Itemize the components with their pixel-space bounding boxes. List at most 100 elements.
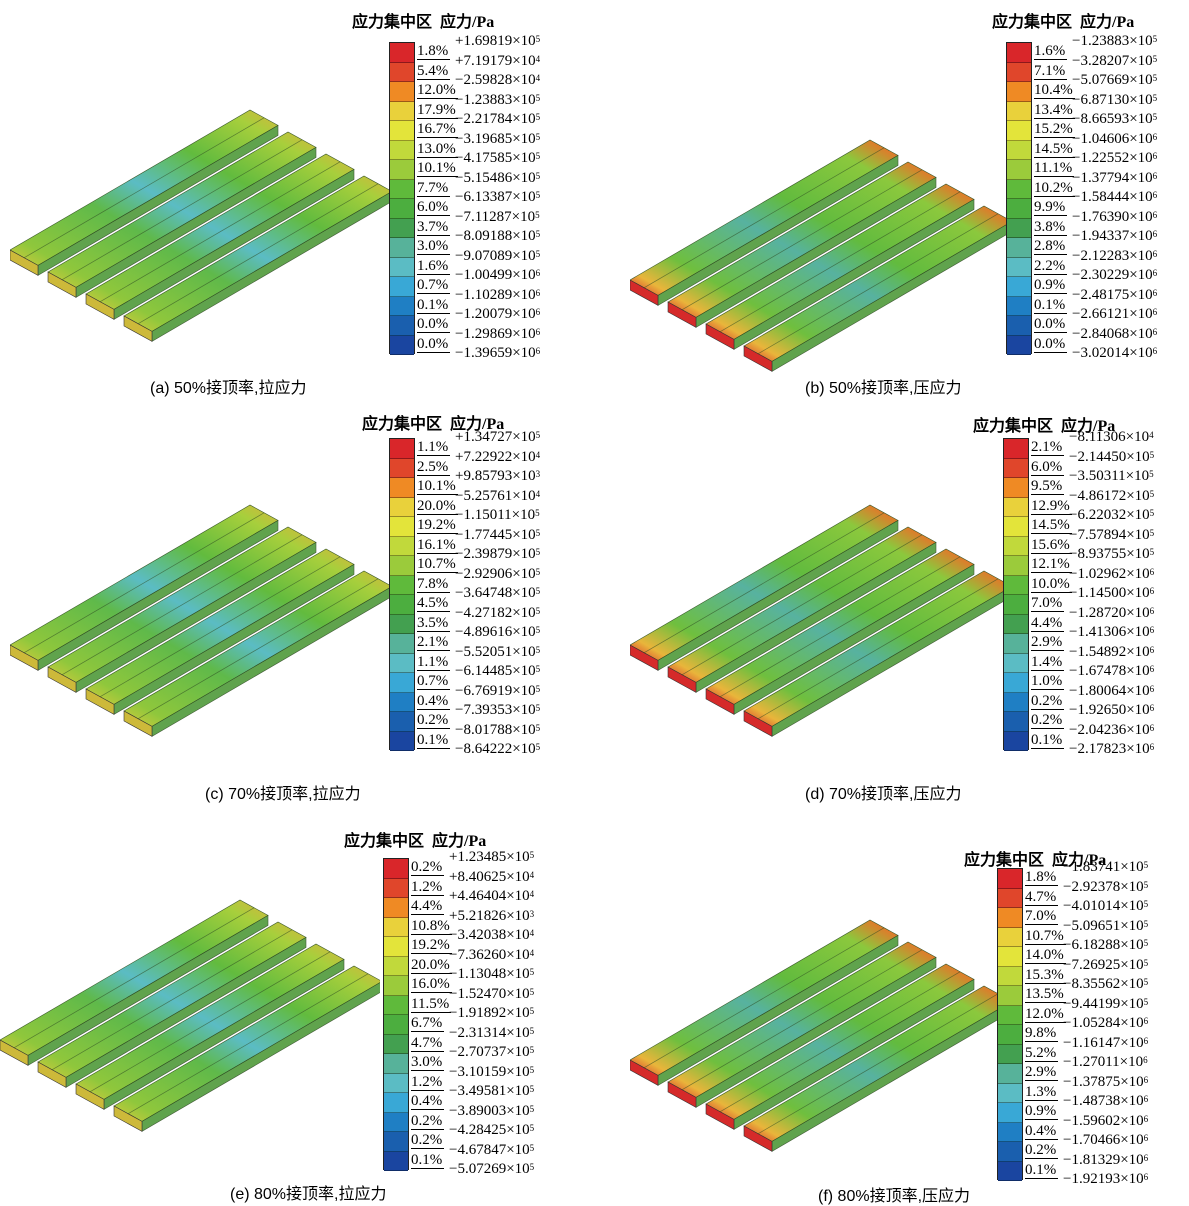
- legend-percent: 1.4%: [1031, 653, 1065, 671]
- legend-stress-value: −1.05284×106: [1063, 1015, 1149, 1031]
- legend-swatches: [389, 42, 415, 355]
- beam-2: [667, 526, 937, 693]
- legend-swatch: [998, 1064, 1022, 1084]
- legend-swatch: [384, 1015, 408, 1035]
- legend-stress-value: −6.14485×105: [455, 663, 541, 679]
- legend-stress-value: −4.67847×105: [449, 1141, 535, 1158]
- legend-swatch: [1004, 478, 1028, 498]
- legend-swatch: [1007, 218, 1031, 238]
- legend-stress-value: −2.66121×106: [1072, 306, 1158, 322]
- legend-stress-value: −1.67478×106: [1069, 663, 1155, 679]
- legend-stress-value: −7.26925×105: [1063, 956, 1149, 973]
- legend-percent: 1.8%: [417, 43, 451, 60]
- legend-stress-value: −5.07269×105: [449, 1161, 535, 1177]
- legend-percent: 0.1%: [1025, 1161, 1059, 1179]
- legend-swatch: [390, 160, 414, 180]
- legend-percent: 19.2%: [411, 937, 452, 954]
- legend-stress-value: +1.69819×105: [455, 33, 541, 49]
- legend-swatch: [390, 692, 414, 712]
- legend-percent: 10.2%: [1034, 179, 1075, 197]
- legend-stress-value: −2.31314×105: [449, 1024, 535, 1041]
- legend-swatch: [384, 1151, 408, 1171]
- legend-stress-value: −3.49581×105: [449, 1083, 535, 1099]
- legend-swatch: [384, 859, 408, 879]
- legend-stress-value: −1.83741×105: [1063, 859, 1149, 875]
- legend-swatch: [384, 898, 408, 918]
- legend-swatch: [384, 917, 408, 937]
- legend-stress-value: −1.16147×106: [1063, 1034, 1149, 1051]
- legend-swatch: [390, 179, 414, 199]
- legend-stress-value: −3.28207×105: [1072, 52, 1158, 69]
- legend-percent: 14.5%: [1031, 517, 1072, 534]
- legend-percent: 5.4%: [417, 62, 451, 80]
- legend-stress-value: −3.19685×105: [455, 130, 541, 147]
- legend-percent: 0.4%: [1025, 1122, 1059, 1140]
- legend-stress-value: −4.17585×105: [455, 150, 541, 166]
- legend-percent: 0.1%: [1031, 731, 1065, 749]
- legend-percent: 6.0%: [1031, 458, 1065, 476]
- legend-stress-value: −1.14500×106: [1069, 585, 1155, 601]
- legend-swatch: [1004, 517, 1028, 537]
- legend-stress-value: −7.57894×105: [1069, 526, 1155, 543]
- legend-swatch: [384, 1112, 408, 1132]
- legend-percent: 1.6%: [417, 257, 451, 275]
- legend-swatch: [1007, 179, 1031, 199]
- legend-stress-value: −2.70737×105: [449, 1044, 535, 1060]
- legend-swatch: [384, 878, 408, 898]
- legend-stress-value: −3.89003×105: [449, 1102, 535, 1119]
- legend-stress-value: −1.91892×105: [449, 1005, 535, 1021]
- legend-stress-value: −1.13048×105: [449, 966, 535, 982]
- beam-3: [85, 153, 355, 320]
- legend-stress-value: +5.21826×103: [449, 907, 535, 924]
- legend-stress-value: −3.42038×104: [449, 927, 535, 943]
- legend-stress-value: −2.04236×106: [1069, 721, 1155, 738]
- legend-stress-value: −1.20079×106: [455, 306, 541, 322]
- legend-percent: 0.2%: [1031, 712, 1065, 729]
- legend-swatch: [390, 199, 414, 219]
- beam-2: [667, 941, 937, 1108]
- beam-contour-model: [0, 899, 380, 1132]
- beam-1: [10, 504, 279, 671]
- legend-swatch: [1007, 277, 1031, 297]
- legend-stress-value: −4.89616×105: [455, 624, 541, 640]
- legend-swatch: [998, 1044, 1022, 1064]
- legend-swatch: [390, 575, 414, 595]
- legend-swatches: [1003, 438, 1029, 751]
- legend-stress-value: −2.48175×106: [1072, 286, 1158, 303]
- legend-swatch: [384, 1093, 408, 1113]
- legend-swatch: [1004, 575, 1028, 595]
- legend-swatch: [998, 1103, 1022, 1123]
- beam-1: [630, 139, 899, 306]
- legend-title-stress: 应力/Pa: [1080, 14, 1135, 31]
- legend-swatch: [998, 869, 1022, 889]
- legend-stress-value: −1.77445×105: [455, 526, 541, 543]
- legend-swatch: [1007, 82, 1031, 102]
- beam-contour-model: [630, 504, 1010, 737]
- legend-percent: 11.5%: [411, 995, 452, 1013]
- legend-stress-value: −8.35562×105: [1063, 976, 1149, 992]
- legend-stress-value: −7.39353×105: [455, 702, 541, 718]
- legend-percent: 1.8%: [1025, 869, 1059, 886]
- legend-stress-value: −5.07669×105: [1072, 72, 1158, 88]
- legend-percent: 2.9%: [1031, 634, 1065, 651]
- legend-percent: 4.5%: [417, 595, 451, 612]
- legend-stress-value: −1.37794×106: [1072, 169, 1158, 186]
- legend-percent: 2.5%: [417, 458, 451, 476]
- legend-percent: 3.7%: [417, 218, 451, 236]
- beam-4: [743, 205, 1010, 372]
- legend-swatch: [998, 966, 1022, 986]
- legend-stress-value: −2.14450×105: [1069, 448, 1155, 465]
- legend-percent: 13.4%: [1034, 101, 1075, 119]
- legend-percent: 0.1%: [1034, 296, 1068, 314]
- legend-percent: 0.2%: [1025, 1142, 1059, 1159]
- legend-swatch: [390, 296, 414, 316]
- legend-percent: 5.2%: [1025, 1044, 1059, 1062]
- legend-title-stress: 应力/Pa: [1061, 418, 1116, 435]
- legend-percent: 0.2%: [1031, 692, 1065, 710]
- legend-percent: 13.5%: [1025, 986, 1066, 1003]
- legend-stress-value: −2.17823×106: [1069, 741, 1155, 757]
- legend-title-zone: 应力集中区: [352, 14, 433, 31]
- legend-percent: 4.7%: [411, 1034, 445, 1052]
- legend-swatch: [390, 277, 414, 297]
- legend-percent: 4.4%: [1031, 614, 1065, 632]
